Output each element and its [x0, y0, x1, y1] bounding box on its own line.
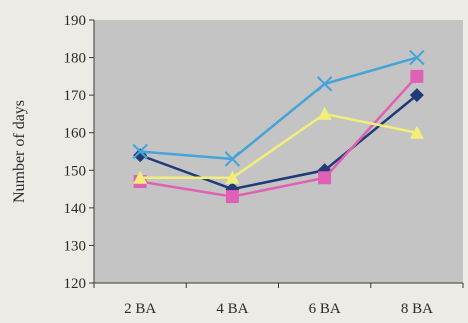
x-tick-label: 8 BA [401, 301, 433, 317]
y-tick-label: 190 [64, 13, 87, 29]
data-point [224, 151, 241, 167]
data-point [132, 143, 148, 160]
y-tick-label: 160 [64, 126, 87, 142]
x-tick-label: 6 BA [309, 301, 341, 317]
x-tick-label: 4 BA [216, 301, 248, 317]
data-point [316, 76, 333, 92]
y-tick-label: 140 [64, 201, 87, 217]
series-3 [133, 106, 424, 184]
data-point [317, 106, 332, 120]
data-point [225, 170, 240, 184]
y-tick-label: 130 [64, 238, 87, 254]
y-tick-label: 150 [64, 163, 87, 179]
data-point [409, 125, 424, 139]
data-point [318, 171, 332, 185]
y-tick-label: 180 [64, 51, 87, 67]
series-line [140, 56, 418, 161]
data-point [409, 49, 425, 66]
series-line [140, 112, 418, 180]
series-line [139, 94, 418, 191]
x-axis-ticks: 2 BA 4 BA 6 BA 8 BA [93, 283, 464, 317]
y-tick-label: 120 [64, 276, 87, 292]
series-layer [132, 49, 425, 204]
x-tick-label: 2 BA [124, 301, 156, 317]
y-axis-ticks: 120 130 140 150 160 170 180 190 [64, 13, 94, 292]
data-point [409, 88, 424, 103]
y-tick-label: 170 [64, 88, 87, 104]
series-4 [132, 49, 425, 167]
data-point [410, 69, 424, 83]
y-axis-title: Number of days [11, 100, 28, 203]
series-line [139, 75, 418, 198]
data-point [225, 190, 239, 204]
data-point [133, 170, 148, 184]
